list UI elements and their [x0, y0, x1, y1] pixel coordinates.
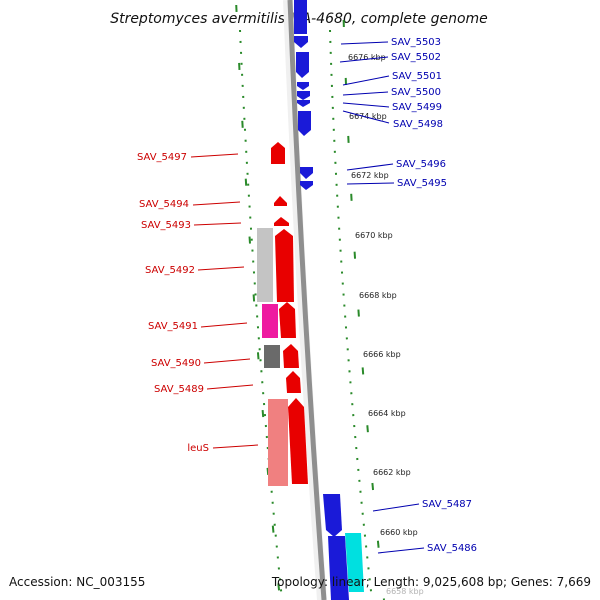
gene-block-sav5490-grey[interactable] [264, 345, 280, 368]
gene-block-sav5493[interactable] [274, 217, 289, 226]
label-leader [346, 182, 395, 185]
gene-label-sav5490[interactable]: SAV_5490 [151, 358, 201, 369]
gene-block-sav5491[interactable] [279, 302, 296, 338]
gene-label-leus[interactable]: leuS [187, 443, 209, 454]
gene-label-sav5491[interactable]: SAV_5491 [148, 321, 198, 332]
gene-label-sav5503[interactable]: SAV_5503 [391, 37, 441, 48]
gene-block-sav5489[interactable] [286, 371, 301, 393]
gene-block-sav5502[interactable] [294, 36, 308, 48]
gene-label-sav5496[interactable]: SAV_5496 [396, 159, 446, 170]
gene-label-sav5502[interactable]: SAV_5502 [391, 52, 441, 63]
gene-label-sav5498[interactable]: SAV_5498 [393, 119, 443, 130]
label-leader [192, 201, 241, 206]
tick-label: 6674 kbp [349, 112, 387, 121]
genome-backbone [287, 0, 327, 600]
gene-label-sav5487[interactable]: SAV_5487 [422, 499, 472, 510]
gene-label-sav5486[interactable]: SAV_5486 [427, 543, 477, 554]
label-leader [203, 358, 251, 364]
gene-label-sav5489[interactable]: SAV_5489 [154, 384, 204, 395]
label-leader [193, 222, 242, 226]
gene-label-sav5493[interactable]: SAV_5493 [141, 220, 191, 231]
reverse-gene-label-text: SAV_5503 SAV_5502 SAV_5501 SAV_5500 SAV_… [391, 37, 477, 554]
tick-label: 6668 kbp [359, 291, 397, 300]
gene-label-sav5495[interactable]: SAV_5495 [397, 178, 447, 189]
gene-block-sav5499[interactable] [297, 91, 310, 100]
reverse-gene-labels [339, 41, 425, 554]
label-leader [340, 41, 389, 45]
left-tick-dashes [235, 0, 281, 600]
label-leader [377, 547, 425, 554]
gene-label-sav5500[interactable]: SAV_5500 [391, 87, 441, 98]
gene-label-sav5501[interactable]: SAV_5501 [392, 71, 442, 82]
label-leader [339, 56, 389, 63]
gene-block-sav5486[interactable] [328, 536, 349, 600]
label-leader [346, 163, 394, 171]
gene-block-leus[interactable] [288, 398, 308, 484]
gene-block-sav5495[interactable] [300, 181, 313, 190]
gene-block-sav5490[interactable] [283, 344, 299, 368]
gene-block-sav5498[interactable] [298, 111, 311, 136]
tick-label: 6662 kbp [373, 468, 411, 477]
gene-block-sav5501[interactable] [296, 52, 309, 78]
forward-strand-genes [257, 142, 308, 486]
forward-gene-labels [190, 153, 259, 449]
gene-block-sav5500[interactable] [297, 82, 309, 90]
gene-label-sav5499[interactable]: SAV_5499 [392, 102, 442, 113]
gene-block-sav5487[interactable] [323, 494, 342, 537]
label-leader [212, 444, 259, 449]
gene-block-sav5486-companion[interactable] [345, 533, 364, 592]
gene-block-sav5494[interactable] [274, 196, 287, 206]
gene-block-sav5499b[interactable] [297, 100, 310, 107]
gene-block-leus-pink[interactable] [268, 399, 288, 486]
gene-block-sav5497[interactable] [271, 142, 285, 164]
tick-label: 6672 kbp [351, 171, 389, 180]
gene-label-sav5492[interactable]: SAV_5492 [145, 265, 195, 276]
tick-label: 6676 kbp [348, 53, 386, 62]
gene-block-sav5491-magenta[interactable] [262, 304, 278, 338]
gene-label-sav5494[interactable]: SAV_5494 [139, 199, 189, 210]
forward-gene-label-text: SAV_5497 SAV_5494 SAV_5493 SAV_5492 SAV_… [137, 152, 209, 454]
label-leader [197, 266, 245, 271]
label-leader [342, 110, 390, 124]
label-leader [342, 75, 390, 86]
gene-block-sav5503[interactable] [294, 0, 307, 34]
tick-label: 6666 kbp [363, 350, 401, 359]
tick-label: 6658 kbp [386, 587, 424, 596]
gene-block-sav5492[interactable] [275, 229, 294, 302]
accession-text: Accession: NC_003155 [9, 575, 145, 589]
label-leader [206, 384, 254, 390]
label-leader [190, 153, 239, 158]
label-leader [342, 91, 389, 96]
tick-label: 6664 kbp [368, 409, 406, 418]
tick-label: 6670 kbp [355, 231, 393, 240]
genome-summary-text: Topology: linear; Length: 9,025,608 bp; … [271, 575, 591, 589]
tick-label: 6660 kbp [380, 528, 418, 537]
label-leader [342, 102, 390, 108]
gene-block-sav5496[interactable] [300, 167, 313, 179]
scale-tick-labels: 6676 kbp 6674 kbp 6672 kbp 6670 kbp 6668… [348, 53, 424, 596]
reverse-strand-genes [294, 0, 364, 600]
gene-label-sav5497[interactable]: SAV_5497 [137, 152, 187, 163]
label-leader [200, 322, 248, 328]
label-leader [372, 503, 420, 512]
gene-block-sav5492-grey[interactable] [257, 228, 273, 302]
gene-block-bottom[interactable] [332, 595, 348, 600]
